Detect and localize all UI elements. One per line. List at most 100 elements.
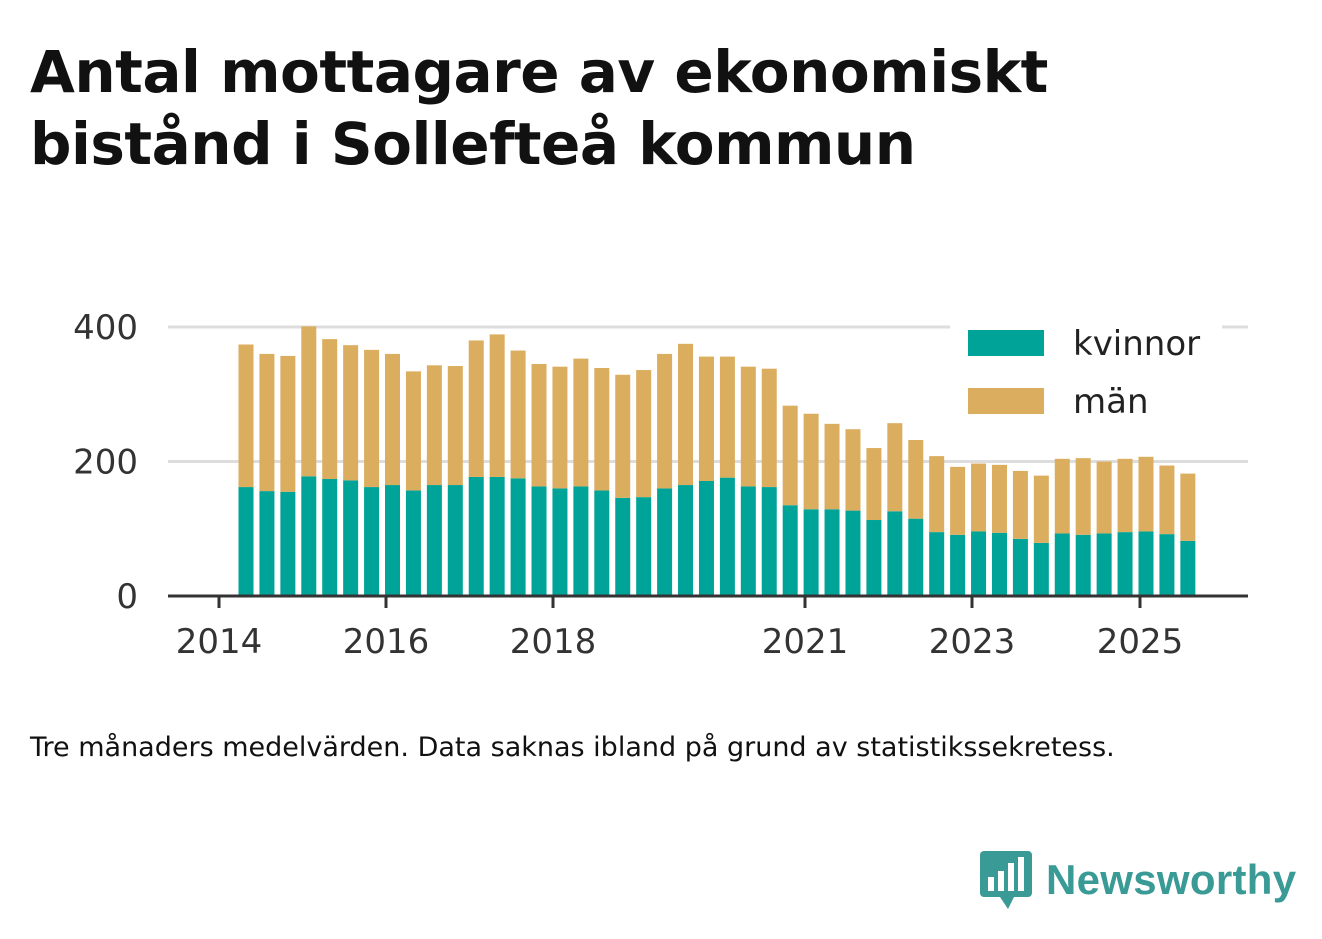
brand-logo[interactable]: Newsworthy bbox=[980, 848, 1296, 912]
bar-man bbox=[636, 370, 652, 498]
bar-man bbox=[280, 355, 296, 492]
x-tick-label: 2025 bbox=[1097, 622, 1184, 662]
bar-man bbox=[259, 353, 275, 492]
bar-man bbox=[343, 345, 359, 481]
bar-man bbox=[1159, 465, 1175, 535]
bar-kvinnor bbox=[573, 486, 589, 596]
bar-man bbox=[1012, 470, 1028, 539]
bar-kvinnor bbox=[1033, 542, 1049, 596]
bar-man bbox=[1054, 458, 1070, 534]
bar-kvinnor bbox=[657, 488, 673, 596]
stacked-bar-chart: 0 200 400 2014 2016 2018 2021 2023 2025 kvinnor… bbox=[73, 308, 1248, 662]
bar-kvinnor bbox=[991, 532, 1007, 596]
bar-man bbox=[971, 463, 987, 532]
bar-man bbox=[803, 413, 819, 510]
bar-man bbox=[615, 374, 631, 498]
bar-man bbox=[405, 371, 421, 491]
x-tick-label: 2021 bbox=[762, 622, 849, 662]
bar-man bbox=[531, 363, 547, 487]
bar-kvinnor bbox=[678, 485, 694, 596]
x-axis: 2014 2016 2018 2021 2023 2025 bbox=[168, 594, 1248, 662]
bar-kvinnor bbox=[468, 476, 484, 596]
bar-man bbox=[845, 429, 861, 511]
legend-swatch bbox=[968, 330, 1044, 356]
bar-kvinnor bbox=[343, 480, 359, 596]
bar-man bbox=[573, 358, 589, 487]
bar-chart-speech-bubble-icon bbox=[980, 851, 1032, 909]
bar-kvinnor bbox=[615, 497, 631, 596]
bar-man bbox=[657, 353, 673, 489]
bar-kvinnor bbox=[761, 487, 777, 596]
y-tick-label: 200 bbox=[73, 443, 138, 483]
brand-name: Newsworthy bbox=[1046, 856, 1297, 903]
bar-man bbox=[678, 343, 694, 486]
bar-man bbox=[301, 326, 317, 477]
y-tick-label: 400 bbox=[73, 308, 138, 348]
bar-man bbox=[447, 366, 463, 486]
bar-kvinnor bbox=[740, 486, 756, 596]
bar-kvinnor bbox=[594, 490, 610, 596]
bar-man bbox=[1138, 456, 1154, 532]
bar-kvinnor bbox=[364, 487, 380, 596]
bar-man bbox=[510, 350, 526, 479]
bar-kvinnor bbox=[1096, 533, 1112, 596]
bar-kvinnor bbox=[1012, 538, 1028, 596]
bar-kvinnor bbox=[552, 488, 568, 596]
bar-man bbox=[1075, 458, 1091, 535]
x-tick-label: 2023 bbox=[929, 622, 1016, 662]
bar-man bbox=[782, 405, 798, 506]
chart-title: Antal mottagare av ekonomiskt bistånd i … bbox=[30, 38, 1048, 178]
bar-man bbox=[385, 353, 401, 486]
bar-kvinnor bbox=[531, 486, 547, 596]
bar-kvinnor bbox=[405, 490, 421, 596]
bar-kvinnor bbox=[1138, 531, 1154, 596]
bar-kvinnor bbox=[1054, 533, 1070, 596]
bar-kvinnor bbox=[803, 509, 819, 596]
bar-man bbox=[908, 439, 924, 519]
bar-man bbox=[468, 340, 484, 477]
bar-kvinnor bbox=[824, 509, 840, 596]
bar-kvinnor bbox=[322, 478, 338, 596]
bar-kvinnor bbox=[950, 534, 966, 596]
bar-kvinnor bbox=[385, 485, 401, 596]
y-tick-label: 0 bbox=[116, 577, 138, 617]
bar-kvinnor bbox=[426, 485, 442, 596]
bar-kvinnor bbox=[782, 505, 798, 596]
bar-kvinnor bbox=[636, 497, 652, 596]
bar-kvinnor bbox=[280, 491, 296, 596]
bar-kvinnor bbox=[698, 481, 714, 596]
bar-kvinnor bbox=[1075, 534, 1091, 596]
bar-man bbox=[887, 423, 903, 512]
bar-man bbox=[950, 466, 966, 535]
bars bbox=[238, 326, 1196, 596]
x-tick-label: 2018 bbox=[510, 622, 597, 662]
bar-man bbox=[1117, 458, 1133, 533]
legend-label: kvinnor bbox=[1073, 324, 1200, 364]
bar-kvinnor bbox=[301, 476, 317, 596]
x-tick-label: 2016 bbox=[343, 622, 430, 662]
bar-man bbox=[761, 368, 777, 488]
bar-man bbox=[1096, 461, 1112, 534]
legend-label: män bbox=[1073, 382, 1149, 422]
bar-man bbox=[866, 448, 882, 521]
bar-kvinnor bbox=[447, 485, 463, 596]
footnote: Tre månaders medelvärden. Data saknas ib… bbox=[30, 732, 1115, 763]
bar-man bbox=[719, 356, 735, 478]
bar-man bbox=[740, 366, 756, 487]
bar-man bbox=[364, 349, 380, 488]
bar-kvinnor bbox=[510, 478, 526, 596]
bar-man bbox=[322, 339, 338, 479]
bar-kvinnor bbox=[845, 510, 861, 596]
bar-man bbox=[698, 356, 714, 481]
x-tick-label: 2014 bbox=[176, 622, 263, 662]
bar-man bbox=[1180, 473, 1196, 541]
bar-man bbox=[552, 366, 568, 489]
bar-kvinnor bbox=[489, 476, 505, 596]
bar-man bbox=[238, 344, 254, 488]
bar-kvinnor bbox=[1117, 532, 1133, 596]
bar-man bbox=[929, 456, 945, 533]
bar-kvinnor bbox=[719, 477, 735, 596]
bar-kvinnor bbox=[238, 487, 254, 596]
bar-man bbox=[824, 423, 840, 510]
bar-kvinnor bbox=[908, 518, 924, 596]
